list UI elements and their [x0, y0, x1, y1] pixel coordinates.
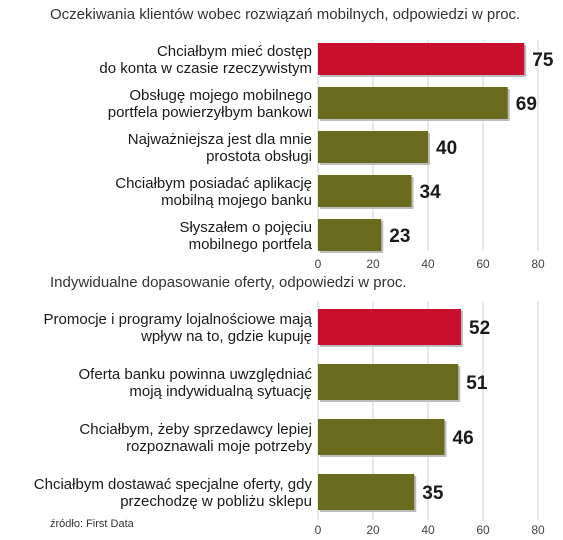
category-label: Oferta banku powinna uwzględniać	[79, 366, 313, 383]
bar	[318, 219, 382, 251]
category-label: Najważniejsza jest dla mnie	[128, 131, 312, 148]
value-label: 46	[453, 428, 474, 449]
category-label: Chciałbym mieć dostęp	[157, 43, 312, 60]
value-label: 35	[422, 483, 444, 504]
bar	[318, 419, 445, 455]
tick-label: 0	[315, 257, 322, 271]
category-label: Słyszałem o pojęciu	[179, 219, 312, 236]
chart-2-title: Indywidualne dopasowanie oferty, odpowie…	[50, 274, 407, 291]
category-label: moją indywidualną sytuację	[129, 383, 312, 400]
tick-label: 0	[315, 523, 322, 537]
category-label: portfela powierzyłbym bankowi	[108, 104, 312, 121]
bar	[318, 474, 415, 510]
value-label: 40	[436, 138, 457, 159]
bar	[318, 309, 461, 345]
tick-label: 20	[366, 523, 380, 537]
category-label: Chciałbym, żeby sprzedawcy lepiej	[79, 421, 312, 438]
category-label: Chciałbym dostawać specjalne oferty, gdy	[34, 476, 313, 493]
category-label: Chciałbym posiadać aplikację	[115, 175, 312, 192]
bar	[318, 131, 428, 163]
value-label: 69	[516, 94, 537, 115]
bar	[318, 87, 508, 119]
tick-label: 60	[476, 523, 490, 537]
bar	[318, 43, 525, 75]
value-label: 52	[469, 318, 490, 339]
tick-label: 20	[366, 257, 380, 271]
category-label: prostota obsługi	[206, 148, 312, 165]
bar	[318, 175, 412, 207]
category-label: do konta w czasie rzeczywistym	[99, 60, 312, 77]
category-label: Promocje i programy lojalnościowe mają	[44, 311, 313, 328]
chart-1-title: Oczekiwania klientów wobec rozwiązań mob…	[50, 6, 521, 23]
category-label: Obsługę mojego mobilnego	[129, 87, 312, 104]
value-label: 51	[466, 373, 488, 394]
category-label: wpływ na to, gdzie kupuję	[140, 328, 312, 345]
category-label: rozpoznawali moje potrzeby	[126, 438, 312, 455]
category-label: mobilną mojego banku	[161, 192, 312, 209]
tick-label: 80	[531, 523, 545, 537]
category-label: mobilnego portfela	[189, 236, 313, 253]
bar	[318, 364, 459, 400]
source-note: źródło: First Data	[50, 518, 134, 530]
tick-label: 40	[421, 257, 435, 271]
tick-label: 80	[531, 257, 545, 271]
value-label: 75	[532, 50, 554, 71]
tick-label: 60	[476, 257, 490, 271]
value-label: 23	[389, 226, 410, 247]
category-label: przechodzę w pobliżu sklepu	[120, 493, 312, 510]
tick-label: 40	[421, 523, 435, 537]
value-label: 34	[420, 182, 442, 203]
